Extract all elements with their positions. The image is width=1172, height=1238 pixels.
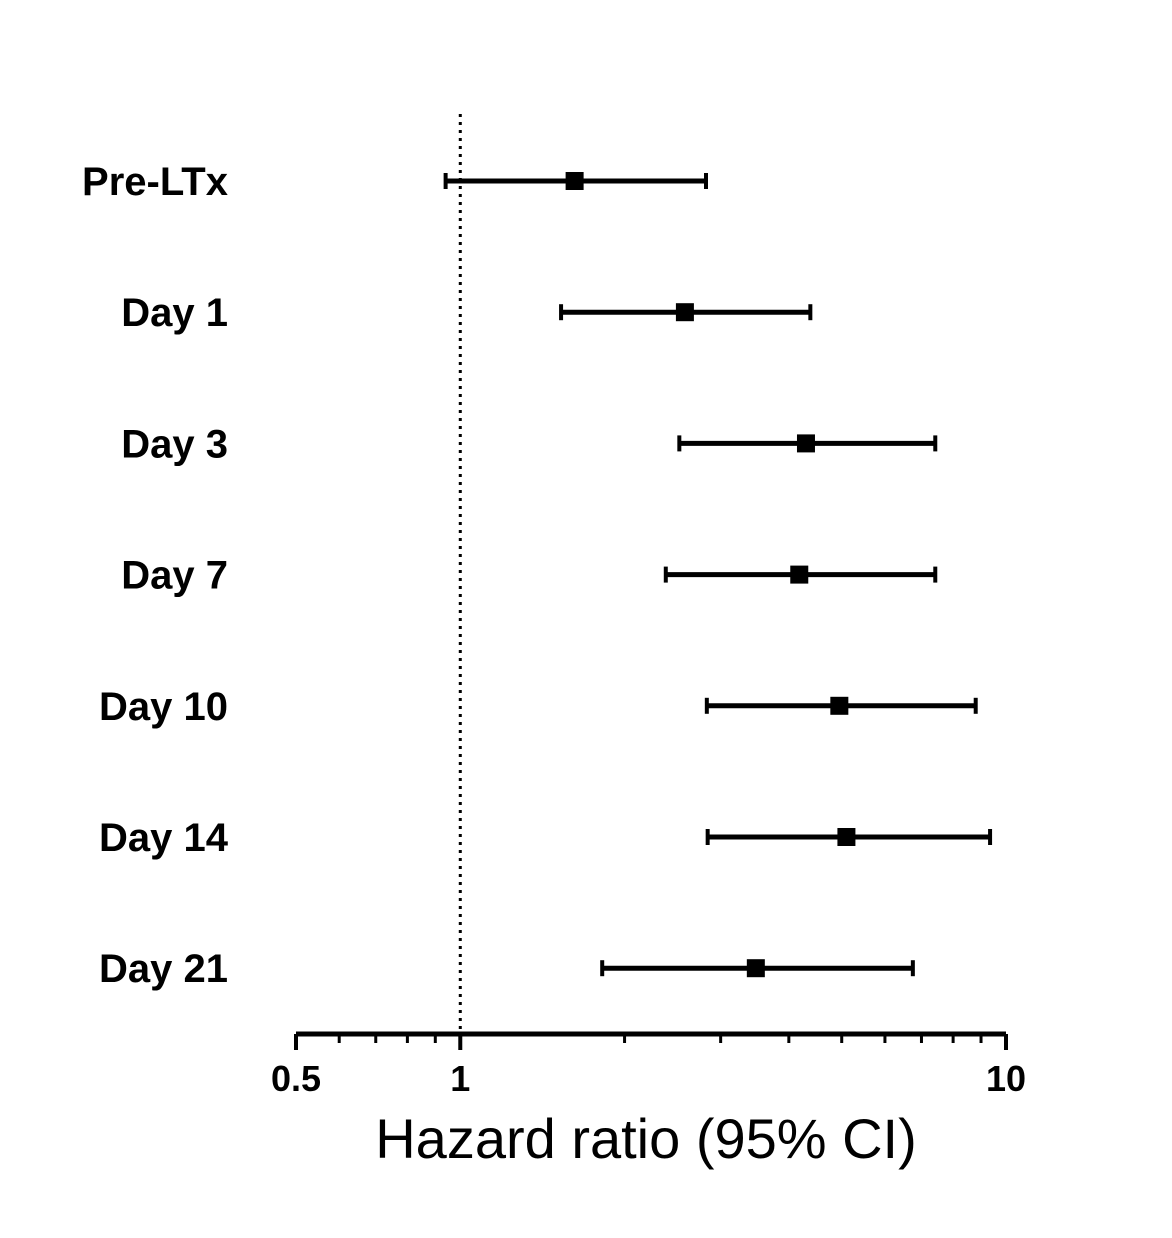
estimate-row — [677, 434, 938, 453]
row-label: Day 21 — [99, 947, 228, 991]
estimate-row — [705, 828, 993, 846]
row-label: Day 7 — [121, 554, 228, 598]
estimates — [443, 172, 993, 978]
x-axis-title: Hazard ratio (95% CI) — [375, 1107, 917, 1170]
row-label: Day 1 — [121, 291, 228, 335]
row-labels: Pre-LTx Day 1 Day 3 Day 7 Day 10 Day 14 Day 21 — [82, 160, 229, 991]
x-tick-label: 1 — [450, 1058, 470, 1099]
row-label: Day 10 — [99, 685, 228, 729]
hr-point — [796, 434, 815, 453]
hr-point — [746, 959, 765, 978]
x-axis-major-ticks: 0.5 1 10 — [271, 1034, 1026, 1099]
row-label: Day 14 — [99, 816, 229, 860]
x-axis-minor-ticks — [337, 1034, 983, 1043]
estimate-row — [443, 172, 708, 190]
hr-point — [675, 303, 694, 322]
estimate-row — [704, 696, 978, 715]
hr-point — [837, 828, 856, 846]
estimate-row — [559, 303, 813, 322]
hr-point — [790, 565, 809, 584]
x-tick-label: 0.5 — [271, 1058, 321, 1099]
row-label: Pre-LTx — [82, 160, 228, 204]
estimate-row — [600, 959, 915, 978]
row-label: Day 3 — [121, 422, 228, 466]
x-axis: 0.5 1 10 — [271, 1031, 1026, 1099]
estimate-row — [663, 565, 938, 584]
hr-point — [830, 696, 849, 715]
hr-point — [565, 172, 584, 190]
x-tick-label: 10 — [986, 1058, 1026, 1099]
